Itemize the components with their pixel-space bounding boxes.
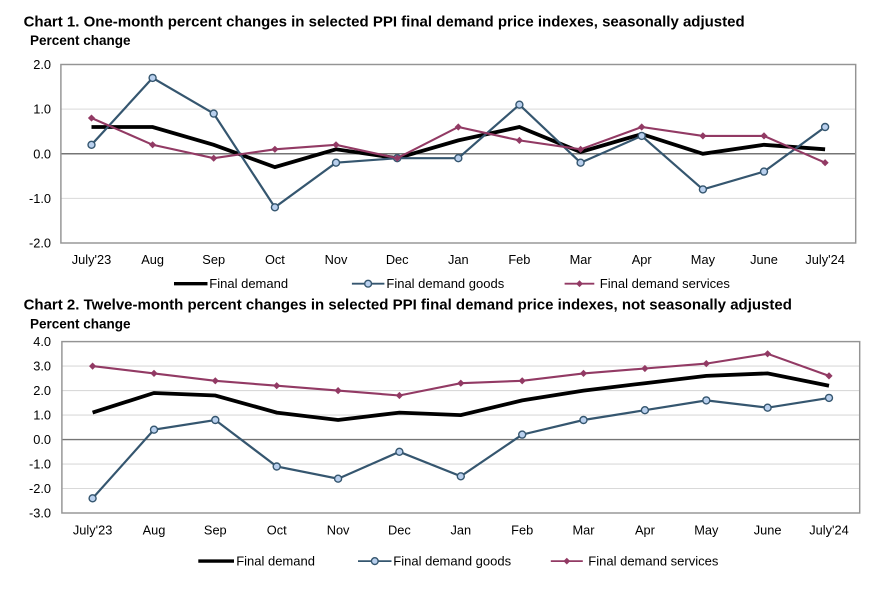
svg-text:Feb: Feb [511, 522, 533, 537]
svg-text:Final demand goods: Final demand goods [393, 554, 511, 569]
svg-text:Jan: Jan [450, 522, 471, 537]
svg-text:0.0: 0.0 [33, 432, 51, 447]
svg-text:July'24: July'24 [809, 522, 848, 537]
svg-text:Nov: Nov [325, 252, 348, 267]
svg-text:0.0: 0.0 [33, 146, 51, 161]
svg-text:Final demand: Final demand [236, 554, 315, 569]
svg-text:Dec: Dec [386, 252, 409, 267]
svg-text:Final demand services: Final demand services [588, 554, 719, 569]
svg-text:Oct: Oct [267, 522, 287, 537]
svg-text:June: June [750, 252, 778, 267]
svg-text:1.0: 1.0 [33, 102, 51, 117]
svg-text:4.0: 4.0 [33, 334, 51, 349]
svg-text:July'23: July'23 [72, 252, 111, 267]
svg-text:-1.0: -1.0 [29, 457, 51, 472]
svg-text:Apr: Apr [632, 252, 653, 267]
svg-text:2.0: 2.0 [33, 57, 51, 72]
svg-text:Mar: Mar [572, 522, 595, 537]
svg-text:Oct: Oct [265, 252, 285, 267]
svg-text:Mar: Mar [570, 252, 593, 267]
svg-text:Apr: Apr [635, 522, 656, 537]
svg-text:2.0: 2.0 [33, 383, 51, 398]
svg-text:Percent change: Percent change [30, 316, 131, 331]
svg-text:Aug: Aug [143, 522, 166, 537]
svg-text:Chart 1. One-month percent cha: Chart 1. One-month percent changes in se… [24, 14, 745, 31]
svg-text:1.0: 1.0 [33, 408, 51, 423]
svg-text:Aug: Aug [141, 252, 164, 267]
svg-text:-3.0: -3.0 [29, 506, 51, 521]
svg-text:Nov: Nov [327, 522, 350, 537]
svg-text:May: May [691, 252, 716, 267]
svg-text:Feb: Feb [508, 252, 530, 267]
svg-text:Final demand services: Final demand services [600, 276, 731, 291]
svg-text:3.0: 3.0 [33, 359, 51, 374]
svg-text:Chart 2. Twelve-month percent: Chart 2. Twelve-month percent changes in… [24, 297, 792, 314]
svg-text:July'23: July'23 [73, 522, 112, 537]
svg-text:-2.0: -2.0 [29, 481, 51, 496]
svg-text:-1.0: -1.0 [29, 191, 51, 206]
svg-text:Dec: Dec [388, 522, 411, 537]
svg-text:Jan: Jan [448, 252, 469, 267]
svg-text:July'24: July'24 [805, 252, 844, 267]
svg-text:Sep: Sep [204, 522, 227, 537]
svg-text:June: June [754, 522, 782, 537]
svg-text:Final demand: Final demand [209, 276, 288, 291]
svg-text:Final demand goods: Final demand goods [386, 276, 504, 291]
svg-text:-2.0: -2.0 [29, 236, 51, 251]
svg-text:May: May [694, 522, 719, 537]
svg-text:Percent change: Percent change [30, 33, 131, 48]
svg-text:Sep: Sep [202, 252, 225, 267]
